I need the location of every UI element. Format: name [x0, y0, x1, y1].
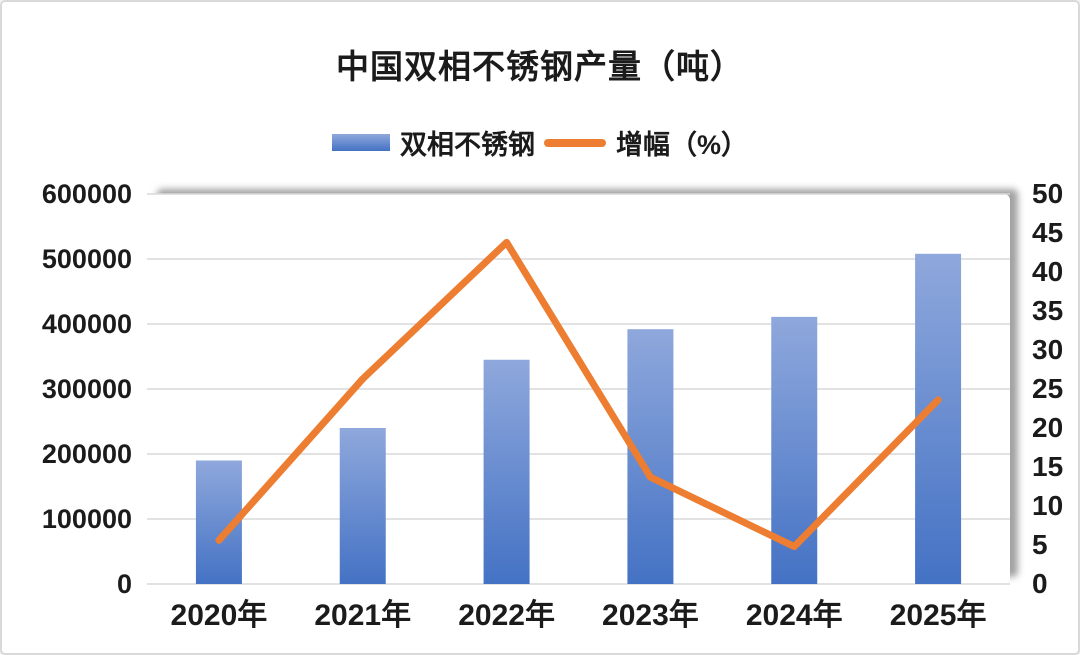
growth-trend-line: [215, 238, 942, 551]
x-axis-category-label: 2022年: [458, 599, 555, 632]
left-axis-tick-label: 200000: [41, 439, 132, 469]
right-axis-tick-label: 0: [1032, 568, 1048, 599]
x-axis-category-label: 2021年: [314, 599, 412, 632]
bar-2022年: [483, 359, 530, 584]
right-axis-tick-label: 5: [1032, 529, 1048, 560]
x-axis-category-label: 2025年: [889, 599, 987, 632]
legend-label-bar-series: 双相不锈钢: [399, 130, 535, 160]
right-axis-tick-label: 20: [1032, 412, 1064, 443]
right-axis-tick-label: 45: [1032, 217, 1064, 248]
x-axis-category-label: 2023年: [602, 599, 699, 632]
right-axis-tick-label: 15: [1032, 451, 1064, 482]
right-axis-tick-label: 10: [1032, 490, 1064, 521]
x-axis-category-label: 2020年: [170, 599, 268, 632]
left-axis-tick-label: 100000: [41, 504, 132, 534]
chart-title: 中国双相不锈钢产量（吨）: [336, 48, 744, 85]
bar-series-swatch-icon: [331, 134, 390, 151]
left-axis-tick-label: 400000: [41, 309, 132, 339]
x-axis-category-label: 2024年: [745, 599, 843, 632]
left-axis-tick-label: 0: [116, 569, 132, 599]
legend-item-bar-series: 双相不锈钢: [331, 123, 535, 162]
right-axis-tick-label: 35: [1032, 295, 1064, 326]
left-axis-tick-label: 600000: [41, 179, 132, 209]
right-axis-tick-label: 30: [1032, 334, 1064, 365]
legend: 双相不锈钢 增幅（%）: [2, 123, 1078, 162]
bar-2021年: [339, 428, 386, 584]
legend-label-line-series: 增幅（%）: [615, 130, 748, 160]
right-axis-tick-label: 25: [1032, 373, 1064, 404]
left-axis-tick-label: 300000: [41, 374, 132, 404]
right-axis-tick-label: 50: [1032, 178, 1064, 209]
legend-item-line-series: 增幅（%）: [543, 123, 748, 162]
line-series-swatch-icon: [543, 138, 606, 147]
right-axis-tick-label: 40: [1032, 256, 1064, 287]
left-axis-tick-label: 500000: [41, 244, 132, 274]
